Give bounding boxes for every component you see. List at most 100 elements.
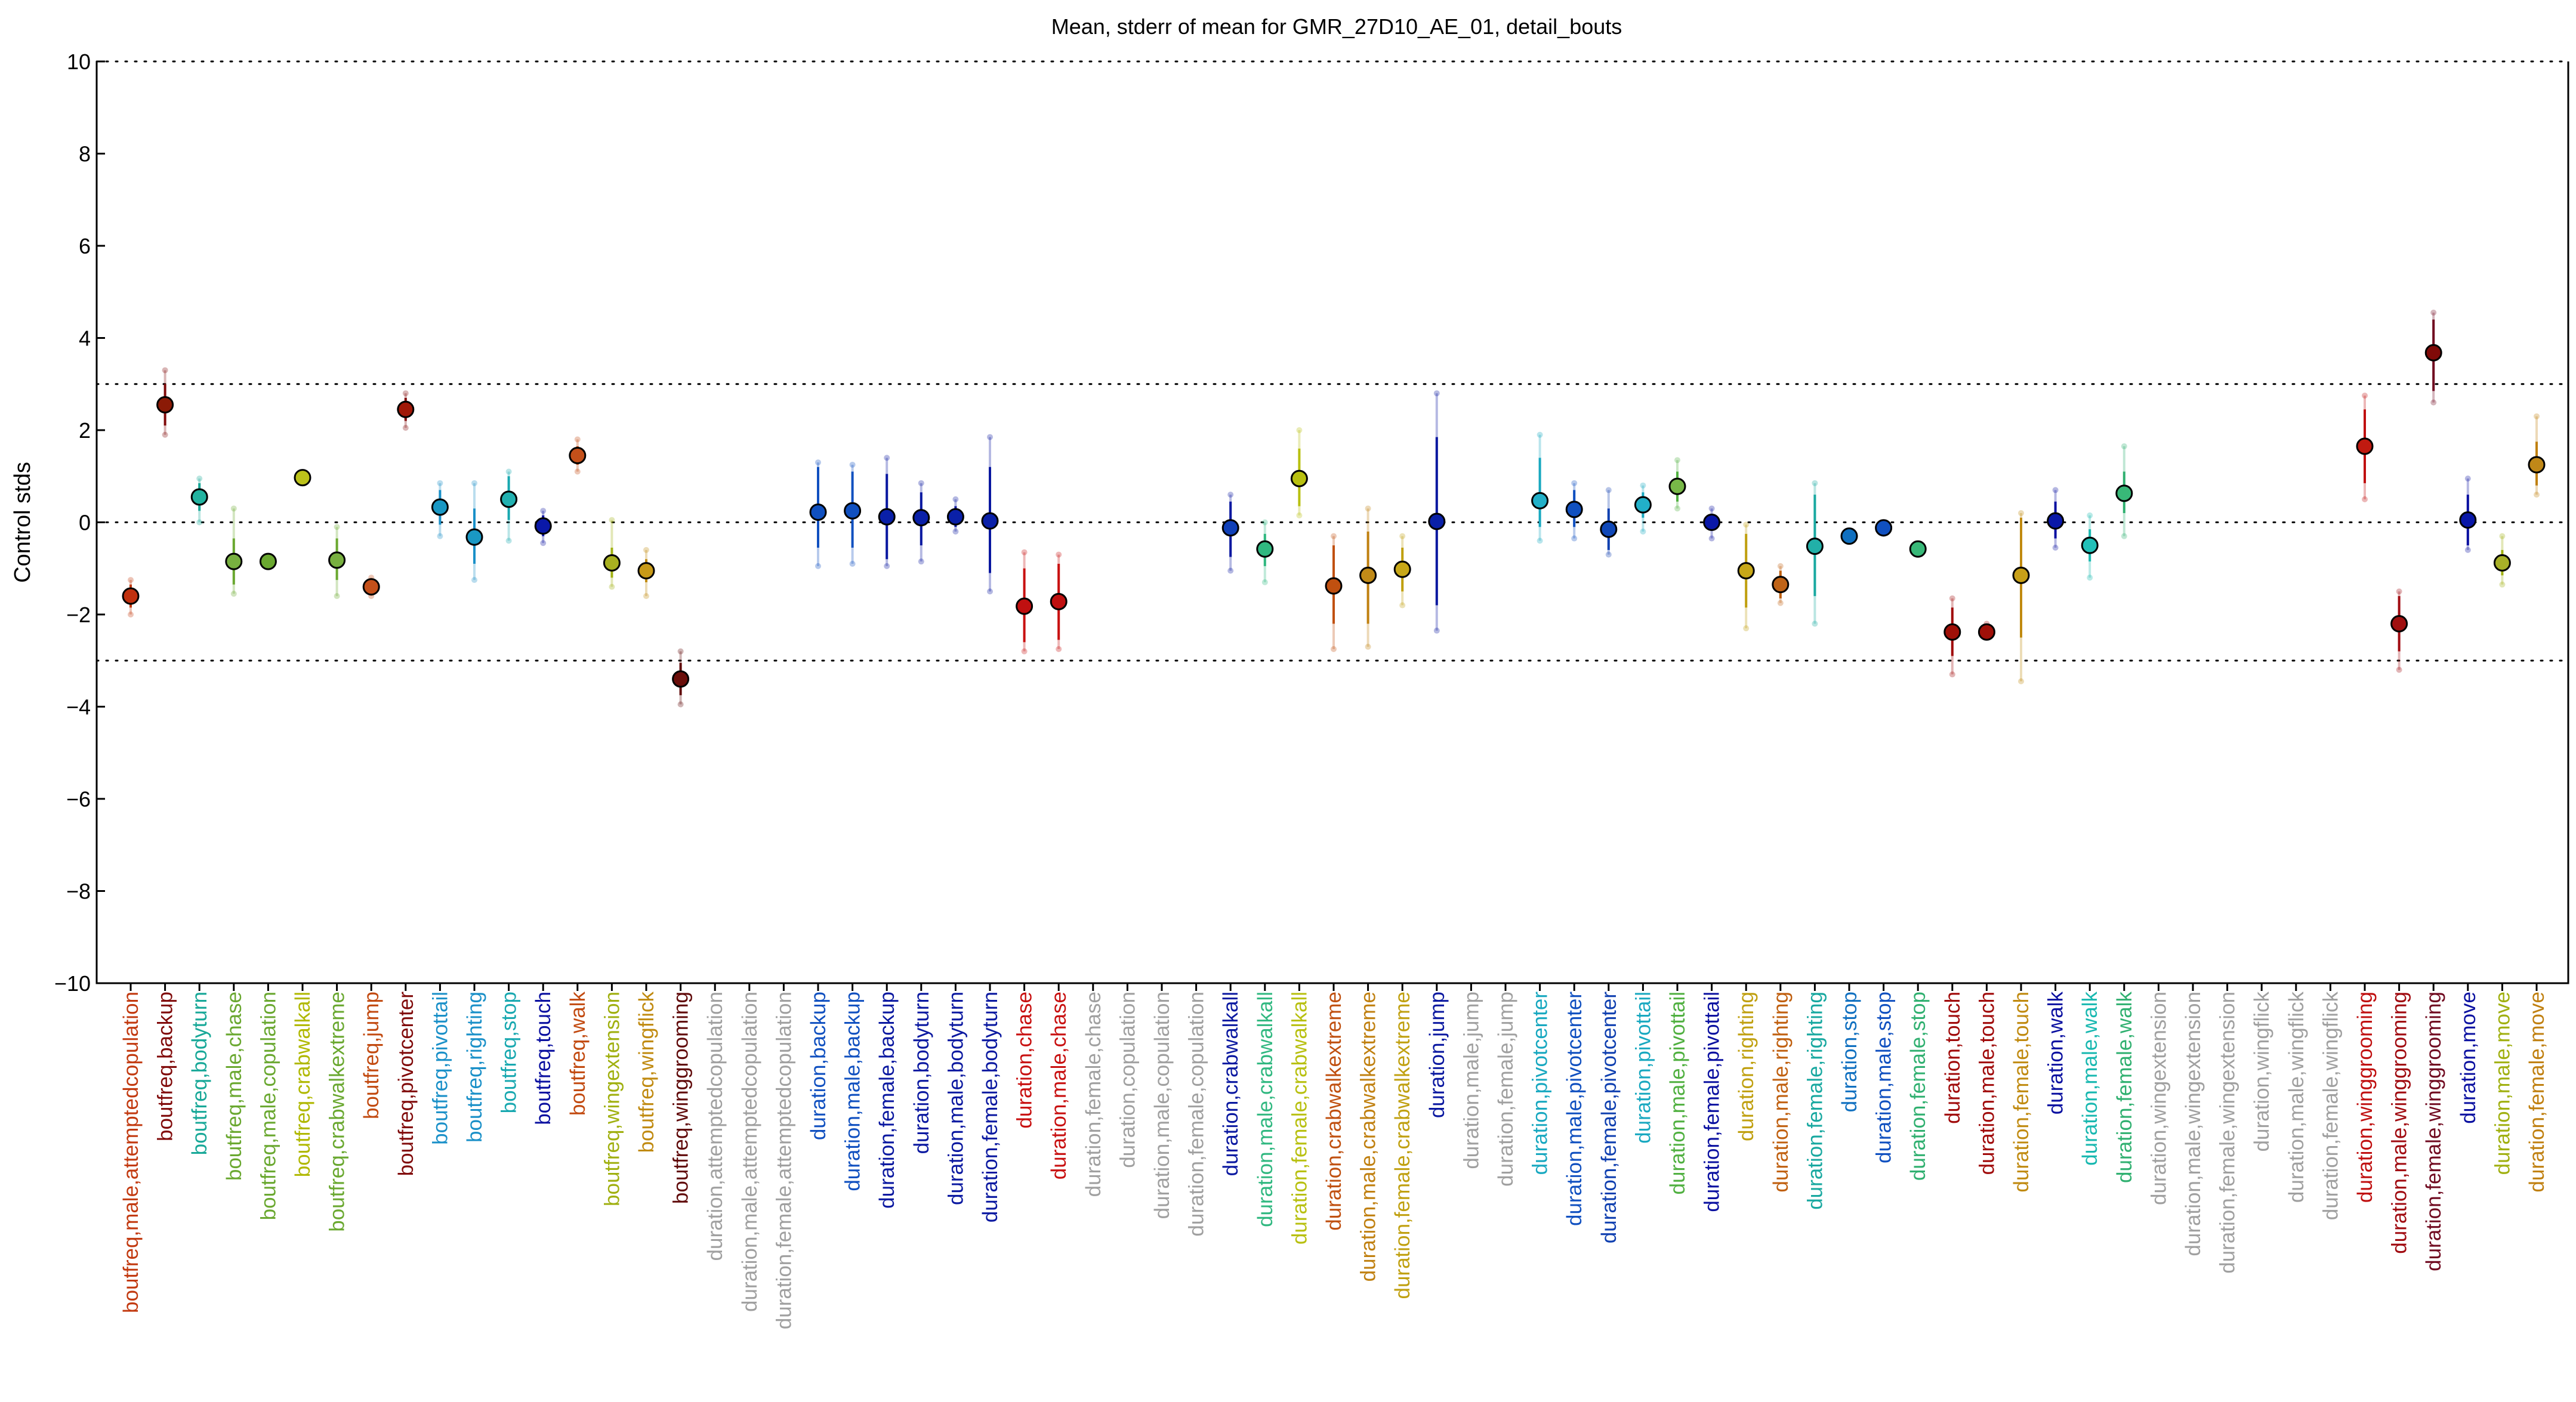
range-min-dot xyxy=(1949,671,1955,678)
data-point-group xyxy=(1290,427,1308,518)
range-min-dot xyxy=(1399,602,1406,609)
range-max-dot xyxy=(2499,533,2506,539)
range-max-dot xyxy=(849,461,856,468)
range-min-dot xyxy=(1365,644,1371,650)
range-min-dot xyxy=(162,431,168,438)
x-tick-label: duration,male,wingflick xyxy=(2285,992,2308,1203)
range-min-dot xyxy=(128,612,134,617)
mean-point xyxy=(2356,437,2374,455)
mean-point xyxy=(2424,344,2442,362)
x-tick-label: duration,female,copulation xyxy=(1185,992,1208,1237)
data-point-group xyxy=(672,648,690,708)
x-tick-label: duration,male,pivottail xyxy=(1666,992,1689,1194)
x-tick-label: duration,pivottail xyxy=(1631,992,1655,1144)
data-point-group xyxy=(1325,533,1343,652)
range-max-dot xyxy=(1227,492,1234,498)
range-max-dot xyxy=(2534,413,2540,419)
range-max-dot xyxy=(1605,487,1612,493)
mean-point xyxy=(1290,470,1308,487)
x-tick-label: duration,male,copulation xyxy=(1150,992,1174,1219)
range-max-dot xyxy=(643,546,649,553)
x-tick-label: duration,female,chase xyxy=(1082,992,1105,1197)
range-min-dot xyxy=(2430,399,2437,406)
range-min-dot xyxy=(987,588,993,595)
x-tick-label: duration,crabwalkextreme xyxy=(1322,992,1346,1231)
range-max-dot xyxy=(1708,505,1715,512)
range-min-dot xyxy=(1605,551,1612,558)
x-tick-label: duration,female,jump xyxy=(1494,992,1517,1187)
range-max-dot xyxy=(1433,390,1440,397)
range-max-dot xyxy=(2430,310,2437,316)
x-tick-label: duration,female,walk xyxy=(2113,992,2136,1183)
mean-point xyxy=(397,400,415,418)
data-point-group xyxy=(2493,533,2511,588)
range-max-dot xyxy=(1640,482,1646,489)
x-tick-label: boutfreq,touch xyxy=(532,992,555,1125)
x-tick-label: boutfreq,crabwalkall xyxy=(291,992,314,1177)
range-min-dot xyxy=(884,563,890,569)
mean-point xyxy=(1977,623,1995,641)
x-axis-ticks: boutfreq,male,attemptedcopulation boutfre… xyxy=(119,983,2549,1329)
mean-point xyxy=(328,551,346,569)
range-max-dot xyxy=(884,455,890,461)
x-tick-label: duration,male,move xyxy=(2491,992,2514,1175)
data-point-group xyxy=(1221,492,1239,574)
mean-point xyxy=(672,670,690,688)
range-max-dot xyxy=(1021,549,1028,555)
range-max-dot xyxy=(2464,475,2471,482)
range-max-dot xyxy=(162,367,168,373)
mean-point xyxy=(2459,511,2477,529)
range-min-dot xyxy=(334,593,340,600)
x-tick-label: duration,walk xyxy=(2044,992,2068,1115)
mean-point xyxy=(156,396,174,414)
mean-point xyxy=(465,528,483,546)
mean-point xyxy=(431,498,449,516)
reference-lines xyxy=(95,60,2569,984)
range-min-dot xyxy=(2464,546,2471,553)
x-tick-label: duration,male,crabwalkall xyxy=(1254,992,1277,1227)
data-point-group xyxy=(1531,431,1549,544)
y-axis-ticks: −10 −8 −6 −4 −2 0 2 4 6 8 10 xyxy=(54,50,105,996)
x-tick-label: duration,female,bodyturn xyxy=(979,992,1002,1222)
x-tick-label: duration,male,bodyturn xyxy=(944,992,967,1205)
range-min-dot xyxy=(2362,496,2368,502)
data-point-group xyxy=(2115,443,2133,539)
x-tick-label: boutfreq,pivotcenter xyxy=(394,992,418,1176)
data-point-group xyxy=(981,434,999,595)
range-min-dot xyxy=(574,468,581,475)
x-tick-label: duration,female,righting xyxy=(1803,992,1827,1210)
x-tick-label: duration,male,walk xyxy=(2078,992,2102,1166)
data-point-group xyxy=(2081,512,2099,581)
mean-point xyxy=(1772,576,1790,594)
mean-point xyxy=(190,488,208,506)
mean-point xyxy=(912,509,930,527)
range-min-dot xyxy=(1056,646,1062,652)
range-min-dot xyxy=(849,561,856,567)
data-point-group xyxy=(2459,475,2477,553)
x-tick-label: duration,male,winggrooming xyxy=(2388,992,2411,1254)
range-min-dot xyxy=(471,577,477,583)
mean-point xyxy=(1359,566,1377,584)
mean-point xyxy=(1703,514,1721,531)
range-max-dot xyxy=(609,517,615,523)
data-point-group xyxy=(946,496,964,535)
data-point-group xyxy=(1806,480,1824,627)
data-point-group xyxy=(122,577,140,617)
x-tick-label: duration,male,attemptedcopulation xyxy=(738,992,761,1312)
range-max-dot xyxy=(471,480,477,486)
range-min-dot xyxy=(952,528,959,535)
y-tick-label: 4 xyxy=(79,326,91,351)
range-max-dot xyxy=(1261,519,1268,526)
range-max-dot xyxy=(918,480,924,486)
x-tick-label: duration,female,winggrooming xyxy=(2422,992,2445,1271)
range-max-dot xyxy=(1777,563,1784,569)
range-min-dot xyxy=(1331,646,1337,652)
x-tick-label: boutfreq,wingflick xyxy=(635,992,658,1153)
range-min-dot xyxy=(2087,575,2093,581)
data-point-group xyxy=(259,552,277,570)
range-max-dot xyxy=(2052,487,2059,493)
x-tick-label: boutfreq,jump xyxy=(360,992,383,1119)
x-tick-label: duration,pivotcenter xyxy=(1529,992,1552,1175)
x-tick-label: duration,backup xyxy=(807,992,830,1140)
range-max-dot xyxy=(2018,510,2024,517)
